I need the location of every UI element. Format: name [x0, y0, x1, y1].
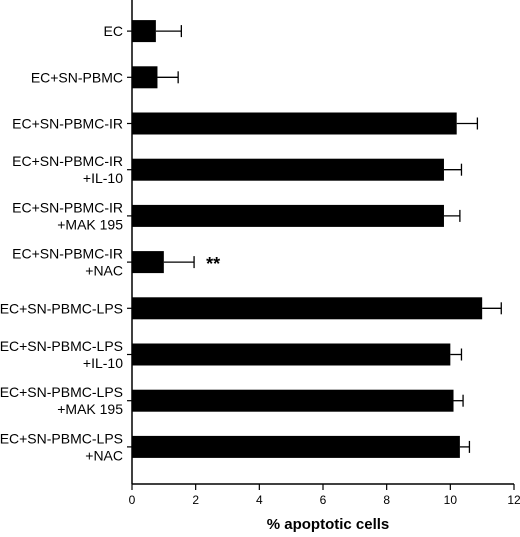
significance-marker: ** — [206, 254, 220, 274]
category-label: +MAK 195 — [57, 216, 123, 232]
bar — [132, 112, 457, 135]
category-label: +MAK 195 — [57, 401, 123, 417]
x-tick-label: 6 — [320, 493, 327, 507]
category-label: EC+SN-PBMC — [31, 69, 123, 85]
x-tick-label: 4 — [256, 493, 263, 507]
bar — [132, 204, 444, 227]
x-tick-label: 10 — [444, 493, 458, 507]
bar — [132, 251, 164, 274]
annotations: ** — [206, 254, 220, 274]
x-axis-title: % apoptotic cells — [267, 516, 390, 533]
error-bars — [155, 25, 502, 453]
x-axis-ticks: 0 2 4 6 8 10 12 — [129, 484, 520, 507]
category-label: +NAC — [85, 263, 123, 279]
x-tick-label: 8 — [383, 493, 390, 507]
category-label: +NAC — [85, 447, 123, 463]
category-label: EC+SN-PBMC-LPS — [0, 384, 123, 400]
bar — [132, 435, 460, 458]
bar — [132, 389, 454, 412]
category-label: EC+SN-PBMC-LPS — [0, 300, 123, 316]
category-label: EC+SN-PBMC-IR — [12, 199, 123, 215]
category-label: EC+SN-PBMC-IR — [12, 246, 123, 262]
x-tick-label: 12 — [507, 493, 520, 507]
bar — [132, 343, 451, 366]
bar — [132, 297, 483, 320]
bars — [132, 20, 483, 458]
category-label: EC+SN-PBMC-IR — [12, 153, 123, 169]
category-label: EC+SN-PBMC-LPS — [0, 430, 123, 446]
category-label: EC — [104, 23, 123, 39]
category-label: EC+SN-PBMC-LPS — [0, 338, 123, 354]
x-tick-label: 2 — [192, 493, 199, 507]
category-label: +IL-10 — [83, 170, 123, 186]
category-label: EC+SN-PBMC-IR — [12, 116, 123, 132]
category-labels: ECEC+SN-PBMCEC+SN-PBMC-IREC+SN-PBMC-IR+I… — [0, 23, 123, 463]
x-tick-label: 0 — [129, 493, 136, 507]
bar — [132, 66, 158, 89]
bar — [132, 20, 156, 43]
bar — [132, 158, 444, 181]
category-label: +IL-10 — [83, 355, 123, 371]
